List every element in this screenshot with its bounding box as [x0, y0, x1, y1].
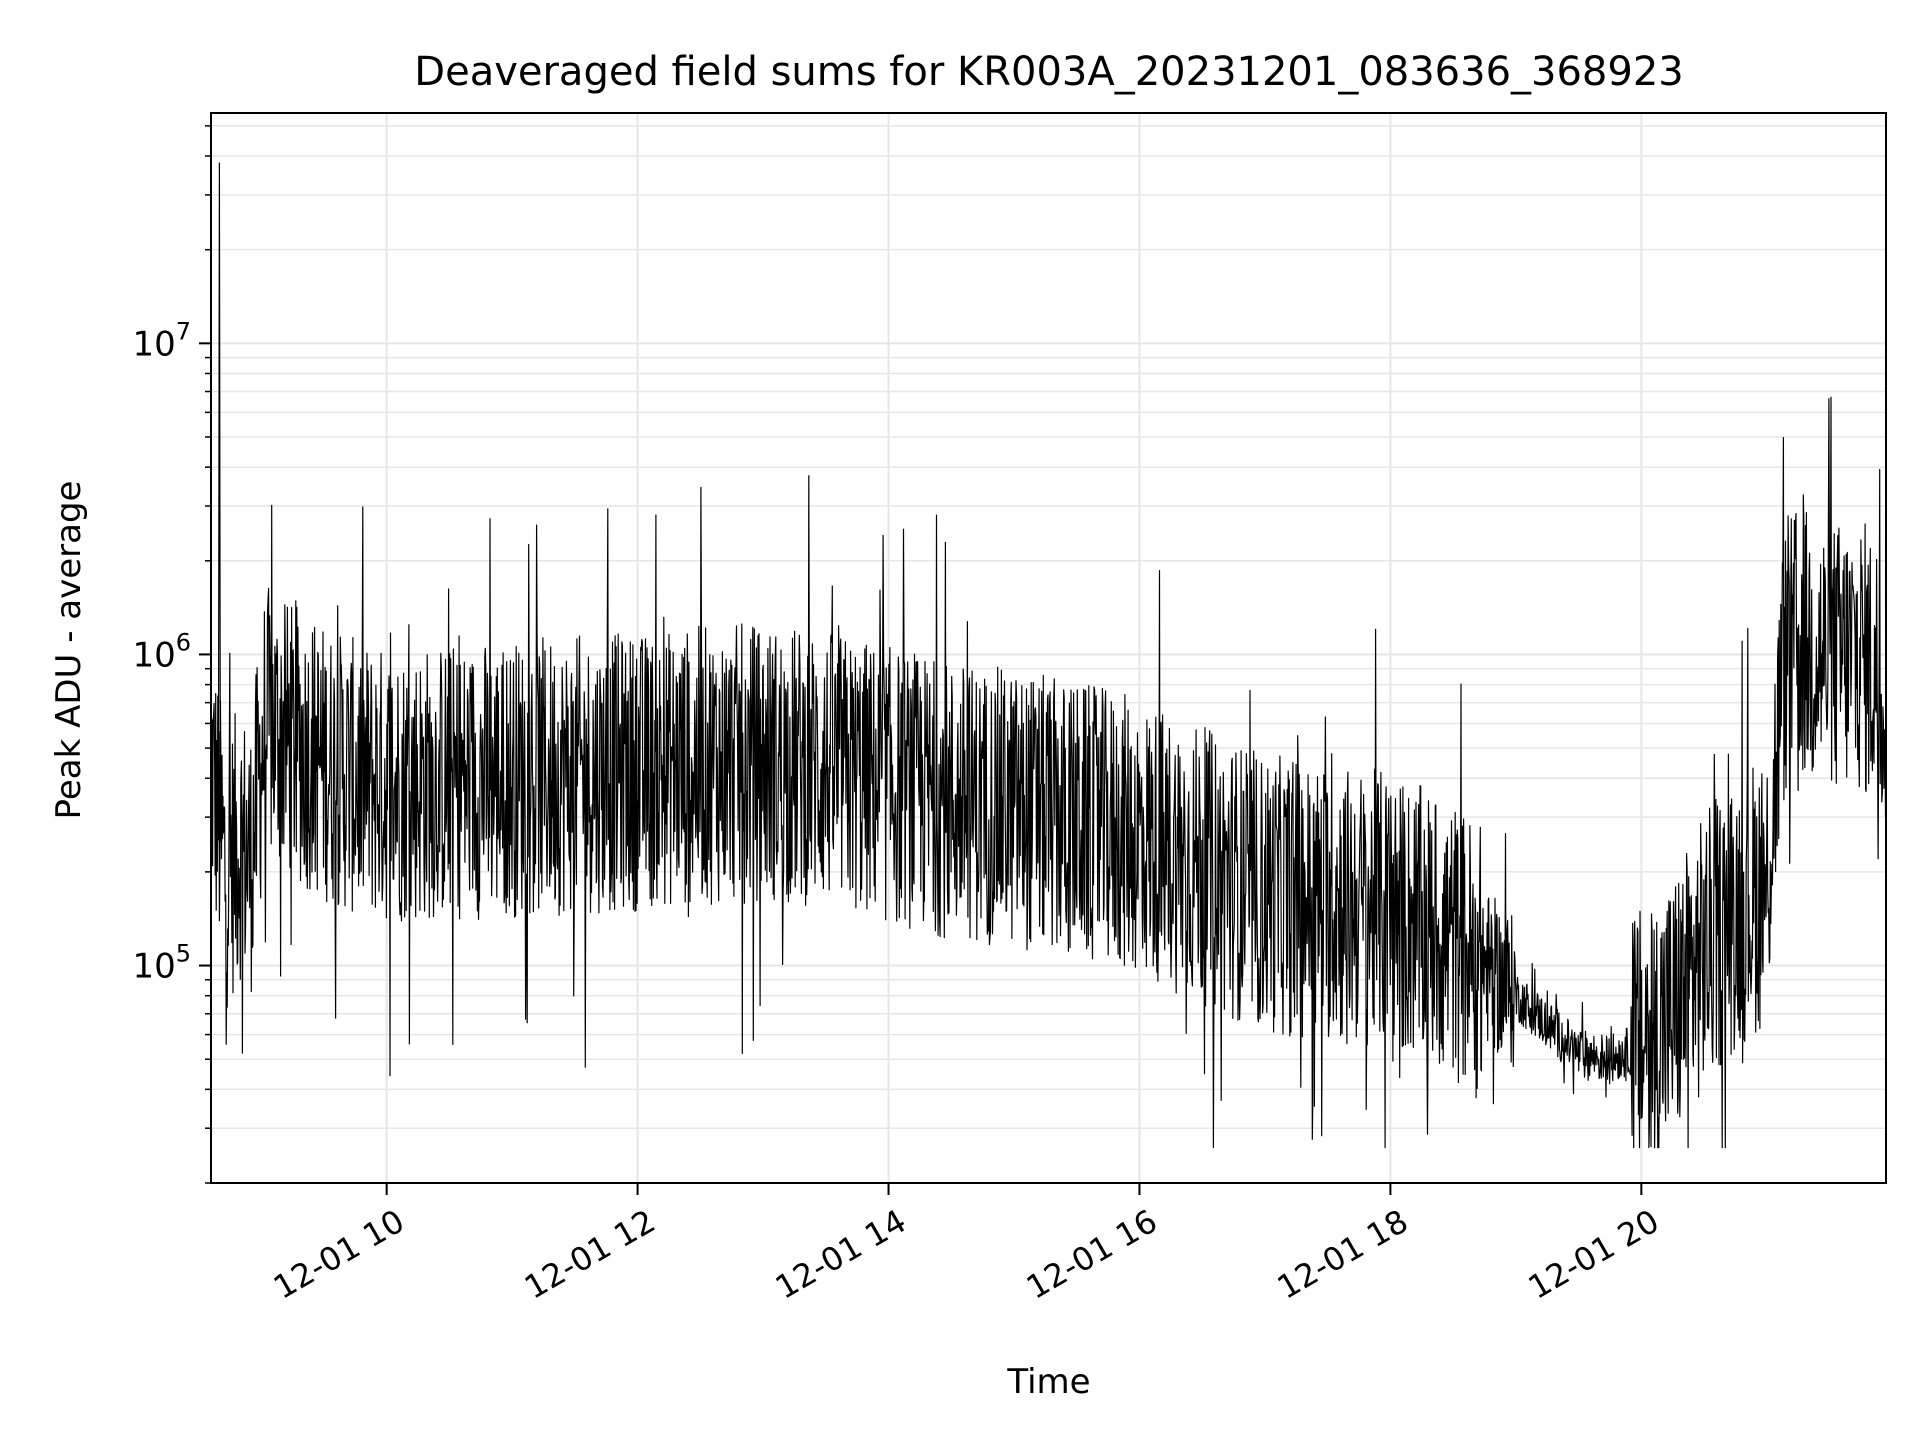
- chart-title: Deaveraged field sums for KR003A_2023120…: [414, 49, 1683, 95]
- y-tick-label: 105: [132, 940, 191, 987]
- y-axis-label: Peak ADU - average: [49, 481, 89, 820]
- series-line: [210, 162, 1887, 1149]
- y-tick-label: 106: [132, 628, 191, 675]
- y-axis: 105 106 107: [132, 125, 211, 1184]
- plot-frame: [210, 112, 1887, 1184]
- y-tick-label: 107: [132, 317, 191, 364]
- x-axis-label: Time: [1006, 1362, 1090, 1402]
- series-layer: [210, 162, 1887, 1149]
